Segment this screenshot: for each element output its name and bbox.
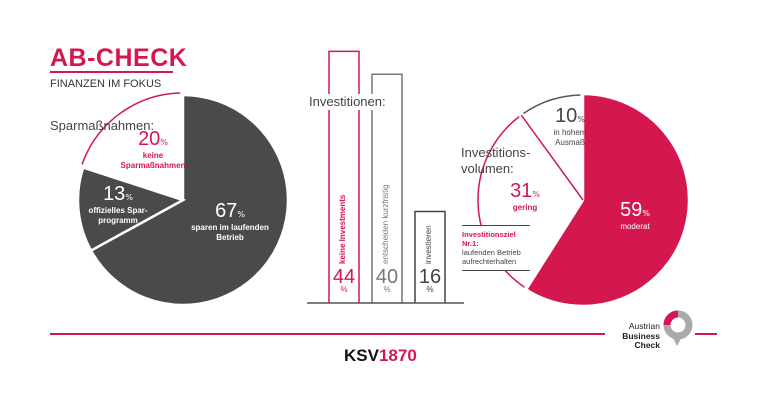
bar-0 <box>328 50 360 303</box>
brand-a: KSV <box>344 346 379 365</box>
label: Ausmaß <box>555 138 585 147</box>
sparmassnahmen-title: Sparmaßnahmen: <box>50 118 155 133</box>
bar-category-label: investieren <box>424 225 433 264</box>
unit: % <box>125 193 133 202</box>
logo-line: Business <box>622 330 660 341</box>
value: 40 <box>375 266 399 288</box>
pie0-slice-1 <box>76 165 187 253</box>
value: 13 <box>103 183 126 205</box>
investitionsvolumen-title: Investitions- volumen: <box>461 145 530 177</box>
label: sparen im laufenden Betrieb <box>191 223 269 242</box>
label: Sparmaßnahmen <box>120 161 186 170</box>
bar-value-label: 16% <box>415 266 445 294</box>
value: 44 <box>332 266 356 288</box>
bar-2 <box>414 210 446 303</box>
unit: % <box>532 190 540 199</box>
title-underline <box>50 71 173 73</box>
bar-category-label: entscheiden kurzfristig <box>381 184 390 264</box>
bar-category-label: keine Investments <box>338 194 347 264</box>
value: 16 <box>418 266 442 288</box>
annotation-title: Investitionsziel Nr.1: <box>462 230 516 248</box>
slice-label-in-hohem-ausmass: 10% in hohem Ausmaß <box>540 105 600 148</box>
unit: % <box>160 138 168 147</box>
pie2-slice-boundary <box>520 114 584 201</box>
label: offizielles Spar- <box>88 206 148 215</box>
slice-label-offizielles-sparprogramm: 13% offizielles Spar- programm <box>78 183 158 226</box>
value: 59 <box>620 199 643 221</box>
title-line: volumen: <box>461 161 514 176</box>
annotation-line: aufrechterhalten <box>462 257 517 266</box>
unit: % <box>237 210 245 219</box>
annotation-line: laufenden Betrieb <box>462 248 521 257</box>
logo-line: Austrian <box>628 321 660 331</box>
value: 31 <box>510 180 533 202</box>
value: 10 <box>555 105 578 127</box>
pie0-slice-0 <box>89 93 290 307</box>
brand-b: 1870 <box>378 346 417 365</box>
label: in hohem <box>553 128 587 137</box>
bar-value-label: 40% <box>372 266 402 294</box>
footer-divider <box>50 333 605 335</box>
value: 20 <box>138 128 161 150</box>
slice-label-moderat: 59% moderat <box>605 199 665 232</box>
bar-1 <box>371 73 403 303</box>
label: gering <box>512 203 538 212</box>
page-title: AB-CHECK <box>50 44 188 72</box>
investitionen-title: Investitionen: <box>309 94 386 110</box>
unit: % <box>383 285 391 294</box>
unit: % <box>577 115 585 124</box>
pie2-slice-0 <box>524 92 691 308</box>
label: keine <box>142 151 164 160</box>
footer-divider-right <box>695 333 717 335</box>
logo-line: Check <box>634 340 660 350</box>
unit: % <box>426 285 434 294</box>
value: 67 <box>215 200 238 222</box>
slice-label-sparen-laufender-betrieb: 67% sparen im laufenden Betrieb <box>190 200 270 243</box>
abc-logo-text: Austrian Business Check <box>608 321 660 351</box>
pie2-slice-2-outline <box>523 94 581 115</box>
unit: % <box>642 209 650 218</box>
ksv1870-logo: KSV1870 <box>344 346 417 366</box>
label: moderat <box>620 222 650 231</box>
label: programm <box>98 216 138 225</box>
pie0-slice-2-outline <box>81 92 181 165</box>
title-line: Investitions- <box>461 145 531 160</box>
slice-label-gering: 31% gering <box>500 180 550 213</box>
page-subtitle: FINANZEN IM FOKUS <box>50 78 162 90</box>
bar-value-label: 44% <box>329 266 359 294</box>
unit: % <box>340 285 348 294</box>
annotation-box: Investitionsziel Nr.1: laufenden Betrieb… <box>462 225 530 271</box>
slice-label-keine-sparmassnahmen: 20% keine Sparmaßnahmen <box>118 128 188 171</box>
